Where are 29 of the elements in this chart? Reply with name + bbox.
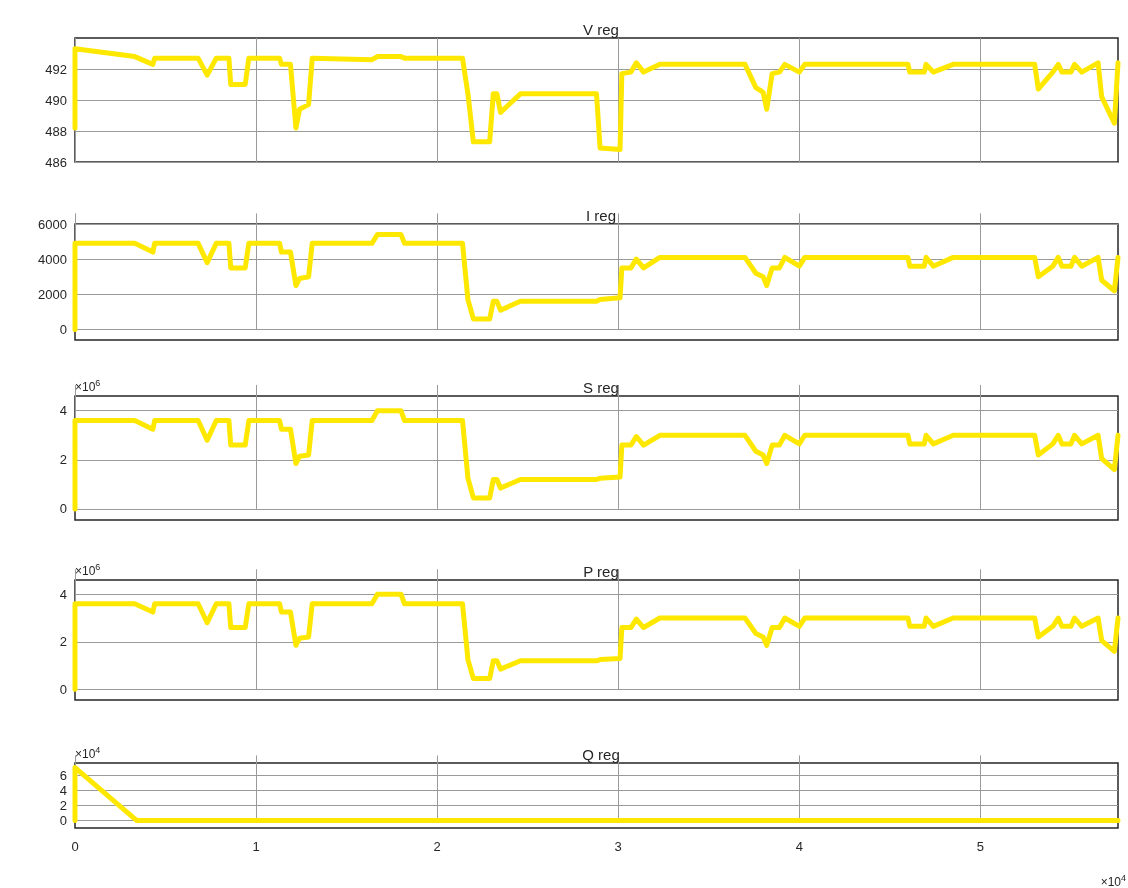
y-tick-label: 2 [59,452,67,468]
y-tick-label: 6 [59,767,67,783]
x-tick-label: 0 [71,839,79,854]
chart-title: P reg [583,563,619,580]
y-tick-label: 0 [59,681,67,697]
y-tick-label: 488 [45,123,67,139]
x-tick-label: 1 [252,839,260,854]
y-tick-label: 486 [45,154,67,170]
y-tick-label: 0 [59,812,67,828]
y-tick-label: 0 [59,501,67,517]
y-tick-label: 4000 [38,251,67,267]
y-tick-label: 490 [45,92,67,108]
y-tick-label: 4 [59,782,67,798]
y-tick-label: 2 [59,634,67,650]
chart-title: Q reg [582,746,620,763]
y-tick-label: 4 [59,403,67,419]
x-tick-label: 2 [433,839,441,854]
chart-title: V reg [583,21,619,38]
y-tick-label: 2 [59,797,67,813]
x-tick-label: 3 [614,839,622,854]
y-tick-label: 6000 [38,216,67,232]
y-tick-label: 2000 [38,286,67,302]
y-tick-label: 492 [45,61,67,77]
chart-title: S reg [583,379,619,396]
chart-title: I reg [585,207,617,224]
y-tick-label: 4 [59,586,67,602]
y-tick-label: 0 [59,321,67,337]
x-tick-label: 4 [795,839,803,854]
x-tick-label: 5 [976,839,984,854]
